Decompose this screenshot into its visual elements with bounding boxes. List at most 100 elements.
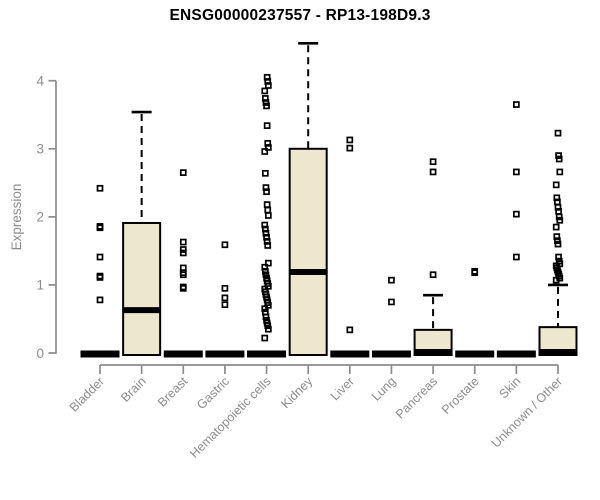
outlier-point: [264, 139, 272, 147]
outlier-point: [346, 136, 354, 144]
outlier-point: [429, 168, 437, 176]
outlier-point: [261, 87, 269, 95]
flat-box-4: [247, 350, 287, 358]
flat-box-2: [163, 350, 203, 358]
outlier-point: [261, 263, 269, 271]
x-tick-label: Pancreas: [393, 374, 440, 421]
outlier-point: [96, 272, 104, 280]
x-tick-label: Skin: [496, 374, 523, 401]
outlier-point: [96, 223, 104, 230]
x-tick-label: Prostate: [439, 374, 482, 417]
outlier-point: [96, 253, 104, 261]
outlier-point: [179, 238, 187, 246]
outlier-point: [553, 194, 561, 202]
outlier-point: [261, 95, 269, 102]
outlier-point: [429, 158, 437, 166]
outlier-point: [262, 229, 270, 237]
outlier-point: [555, 213, 563, 221]
box-1: [122, 221, 162, 356]
outlier-point: [261, 305, 269, 313]
x-tick-label: Kidney: [278, 374, 315, 411]
x-tick-label: Lung: [369, 374, 399, 404]
outlier-point: [263, 201, 271, 208]
outlier-point: [179, 249, 187, 257]
outlier-point: [346, 144, 354, 152]
outlier-point: [261, 225, 269, 233]
x-tick-label: Bladder: [67, 374, 107, 414]
x-tick-label: Brain: [118, 374, 149, 405]
flat-box-9: [455, 350, 495, 358]
outlier-point: [554, 237, 561, 245]
outlier-point: [264, 206, 272, 214]
chart-title: ENSG00000237557 - RP13-198D9.3: [169, 7, 431, 24]
outlier-point: [554, 129, 562, 137]
outlier-point: [555, 155, 563, 163]
outlier-point: [513, 168, 520, 176]
flat-box-7: [371, 350, 411, 358]
x-tick-label: Unknown / Other: [489, 374, 565, 450]
outlier-point: [263, 122, 271, 129]
outlier-point: [554, 198, 561, 206]
outlier-point: [264, 82, 272, 89]
outlier-point: [264, 325, 272, 333]
y-tick-label: 2: [36, 210, 44, 225]
outlier-point: [346, 326, 354, 334]
outlier-point: [429, 271, 437, 279]
flat-box-3: [205, 350, 245, 358]
outlier-point: [221, 294, 229, 302]
outlier-point: [513, 101, 520, 108]
y-tick-label: 4: [36, 74, 44, 89]
outlier-point: [471, 267, 479, 275]
outlier-point: [552, 181, 560, 189]
outlier-point: [263, 102, 270, 110]
outlier-point: [261, 334, 269, 342]
outlier-point: [261, 148, 269, 155]
outlier-point: [179, 264, 187, 272]
outlier-point: [555, 253, 562, 261]
flat-box-0: [80, 350, 120, 358]
outlier-point: [263, 188, 270, 196]
x-tick-label: Breast: [155, 374, 191, 410]
outlier-point: [261, 267, 269, 275]
outlier-point: [221, 241, 229, 249]
outlier-point: [388, 276, 395, 284]
outlier-point: [264, 78, 272, 85]
outlier-point: [555, 208, 562, 215]
outlier-point: [264, 212, 272, 219]
outlier-point: [221, 301, 229, 309]
outlier-point: [179, 169, 187, 176]
outlier-point: [553, 233, 561, 240]
outlier-point: [263, 316, 270, 324]
x-tick-label: Hematopoietic cells: [187, 374, 274, 461]
outlier-point: [513, 210, 520, 218]
outlier-point: [263, 73, 271, 81]
outlier-point: [263, 238, 271, 245]
outlier-point: [179, 283, 187, 291]
outlier-point: [552, 223, 560, 231]
x-tick-label: Liver: [328, 374, 357, 403]
outlier-point: [264, 144, 272, 151]
outlier-point: [221, 284, 229, 292]
outlier-point: [264, 259, 272, 267]
outlier-point: [96, 184, 104, 192]
flat-box-6: [330, 350, 370, 358]
outlier-point: [262, 184, 270, 191]
outlier-point: [263, 274, 270, 282]
flat-box-10: [496, 350, 536, 358]
y-tick-label: 1: [36, 278, 44, 293]
outlier-point: [388, 298, 395, 306]
outlier-point: [261, 169, 269, 177]
outlier-point: [554, 240, 562, 248]
outlier-point: [261, 308, 269, 316]
outlier-point: [555, 152, 562, 159]
outlier-point: [262, 99, 270, 106]
outlier-point: [556, 168, 564, 176]
outlier-point: [554, 203, 562, 211]
outlier-point: [556, 216, 564, 224]
y-tick-label: 0: [36, 346, 44, 361]
outlier-point: [513, 253, 520, 261]
x-tick-label: Gastric: [194, 374, 232, 412]
y-tick-label: 3: [36, 142, 44, 157]
